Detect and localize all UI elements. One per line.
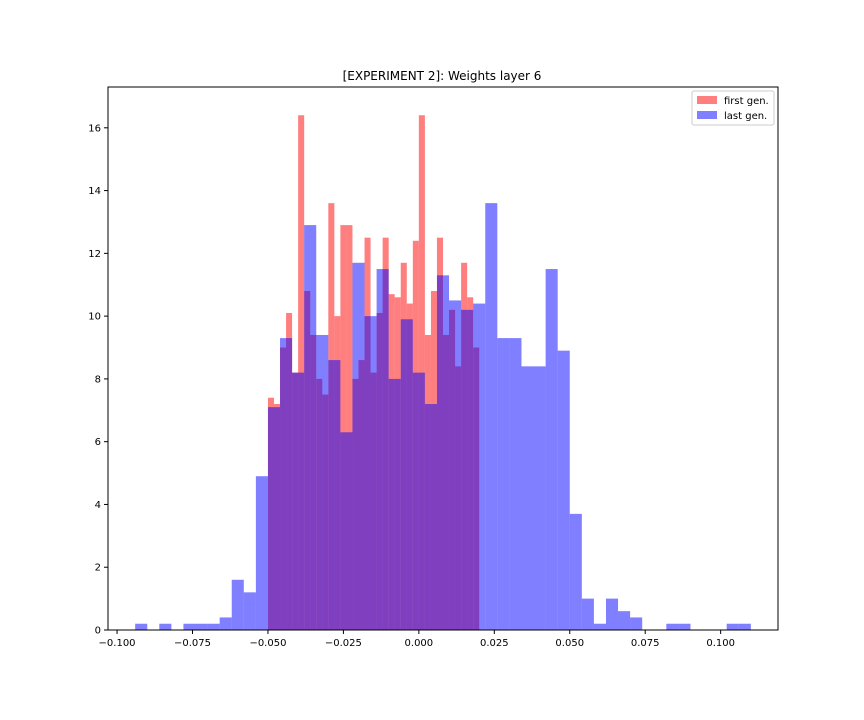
x-tick-label: −0.075 <box>174 638 211 649</box>
chart-title: [EXPERIMENT 2]: Weights layer 6 <box>343 69 542 83</box>
histogram-bar <box>424 404 437 630</box>
histogram-bar <box>231 579 244 630</box>
histogram-bar <box>666 623 679 630</box>
histogram-bar <box>135 623 148 630</box>
plot-frame <box>107 86 779 631</box>
histogram-bar <box>388 378 401 630</box>
histogram-bar <box>557 350 570 630</box>
histogram-bar <box>521 366 534 630</box>
histogram-bar <box>473 303 486 630</box>
histogram-bar <box>436 275 450 630</box>
histogram-bar <box>412 372 425 630</box>
series-last-gen <box>135 203 751 631</box>
histogram-bar <box>569 513 582 630</box>
histogram-bar <box>376 269 389 630</box>
histogram-bar <box>545 269 558 630</box>
histogram-bar <box>346 225 353 630</box>
histogram-bar <box>581 598 594 630</box>
histogram-bar <box>593 623 606 630</box>
histogram-bar <box>605 598 619 630</box>
histogram-bar <box>352 262 365 630</box>
histogram-bar <box>509 338 522 630</box>
y-tick-label: 16 <box>88 123 101 134</box>
x-tick-label: −0.100 <box>99 638 136 649</box>
y-tick-label: 12 <box>88 249 101 260</box>
x-tick-label: 0.075 <box>631 638 660 649</box>
histogram-bar <box>449 300 462 630</box>
histogram-bar <box>267 407 281 630</box>
histogram-bar <box>316 334 329 630</box>
histogram-bar <box>726 623 739 630</box>
histogram-bar <box>255 476 268 630</box>
histogram-bar <box>328 360 341 630</box>
y-tick-label: 14 <box>88 186 101 197</box>
y-tick-label: 6 <box>95 437 101 448</box>
y-tick-label: 0 <box>95 626 101 637</box>
histogram-bar <box>207 623 220 630</box>
histogram-bar <box>292 372 305 630</box>
histogram-bar <box>533 366 546 630</box>
y-tick-label: 2 <box>95 563 101 574</box>
histogram-bar <box>159 623 172 630</box>
histogram-bar <box>340 225 347 630</box>
legend-swatch <box>697 96 717 104</box>
histogram-bar <box>497 338 510 630</box>
x-tick-label: −0.050 <box>249 638 286 649</box>
y-axis: 0 2 4 6 8 10 12 14 16 <box>88 123 108 637</box>
x-tick-label: 0.050 <box>555 638 584 649</box>
y-tick-label: 4 <box>95 500 101 511</box>
histogram-bar <box>195 623 208 630</box>
histogram-bar <box>400 319 413 630</box>
legend-label: first gen. <box>724 96 769 107</box>
x-tick-label: 0.000 <box>405 638 434 649</box>
histogram-bar <box>485 203 498 631</box>
legend-swatch <box>697 111 717 119</box>
x-tick-label: −0.025 <box>325 638 362 649</box>
x-axis: −0.100 −0.075 −0.050 −0.025 0.000 0.025 0.050 0… <box>99 630 735 649</box>
histogram-bar <box>678 623 691 630</box>
legend: first gen. last gen. <box>691 90 775 126</box>
histogram-bar <box>364 316 377 630</box>
histogram-bar <box>738 623 751 630</box>
histogram-bar <box>304 225 317 630</box>
histogram-bar <box>461 309 474 630</box>
legend-label: last gen. <box>724 111 767 122</box>
histogram-bar <box>183 623 196 630</box>
histogram-bar <box>280 338 293 630</box>
histogram-bar <box>618 611 631 630</box>
y-tick-label: 10 <box>88 312 101 323</box>
histogram-bar <box>340 432 353 630</box>
y-tick-label: 8 <box>95 374 101 385</box>
x-tick-label: 0.025 <box>480 638 509 649</box>
histogram-bar <box>630 617 643 630</box>
histogram-bar <box>219 617 232 630</box>
histogram-bar <box>243 592 256 630</box>
x-tick-label: 0.100 <box>706 638 735 649</box>
